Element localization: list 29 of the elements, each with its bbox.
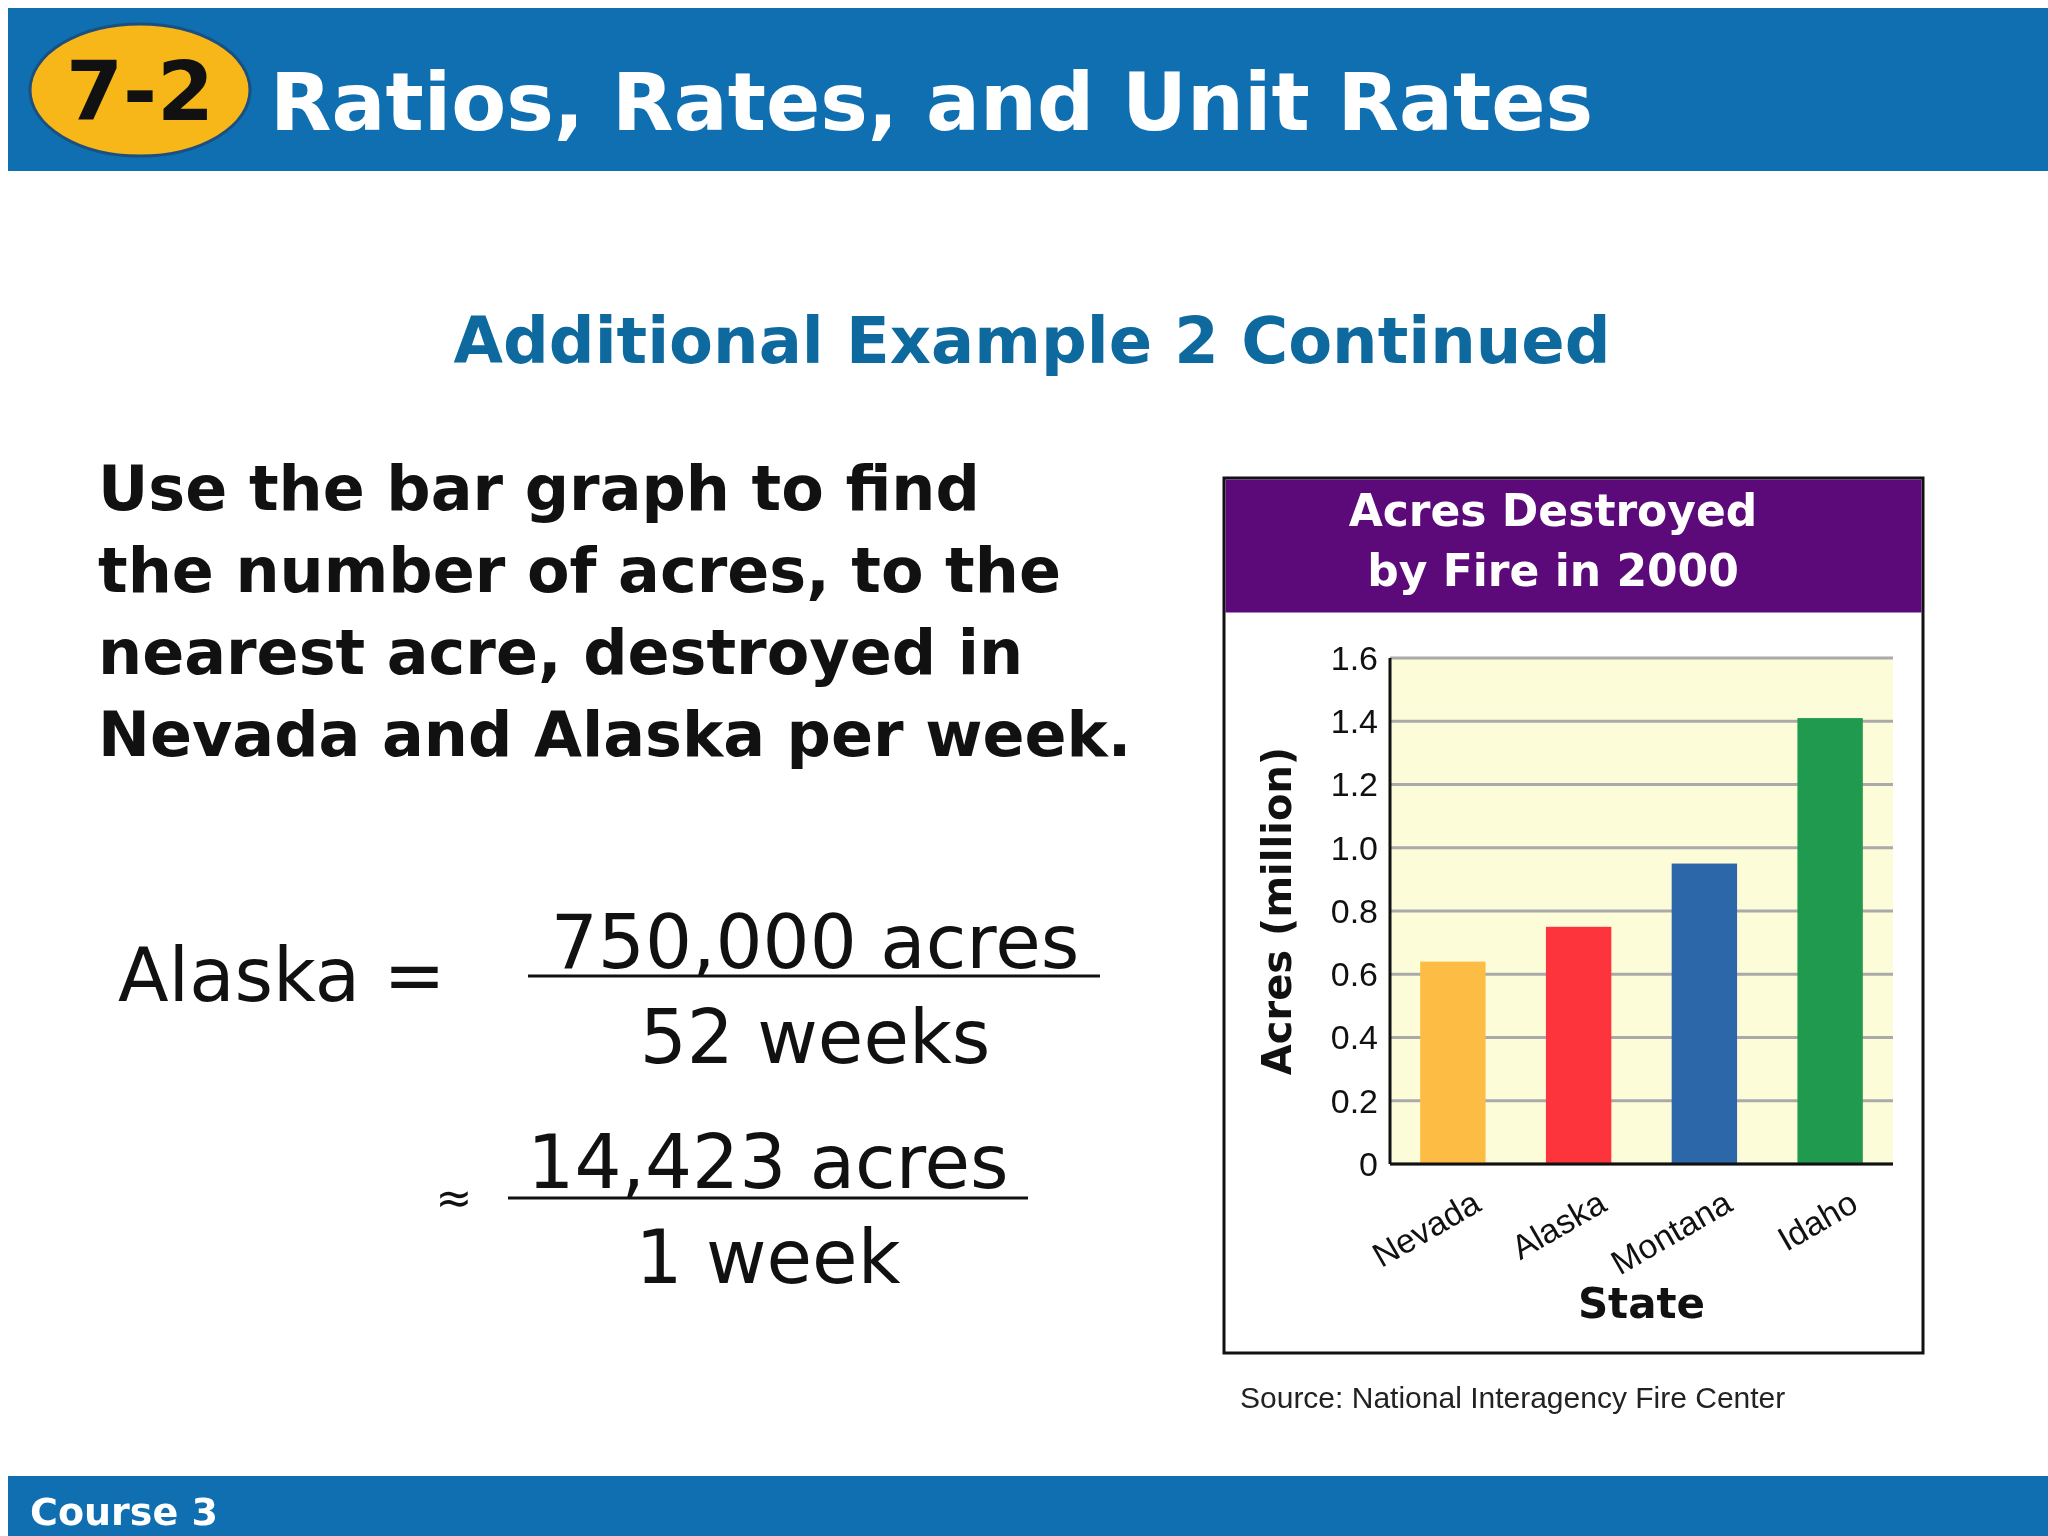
bar (1671, 863, 1738, 1164)
text: Alaska = (118, 932, 446, 1018)
y-tick-label: 0 (1359, 1144, 1378, 1183)
y-tick-label: 0.2 (1330, 1081, 1378, 1120)
source-note: Source: National Interagency Fire Center (1240, 1381, 1786, 1414)
y-tick-label: 1.4 (1330, 702, 1378, 741)
text: 14,423 acres (527, 1119, 1009, 1205)
text: Use the bar graph to find the number of acres, to the nearest acre, destroyed in Nevada and Alaska per week. (98, 452, 1132, 771)
text: Course 3 (30, 1490, 218, 1534)
y-tick-label: 0.6 (1330, 955, 1378, 994)
y-tick-label: 1.2 (1330, 765, 1378, 804)
text: ≈ (435, 1172, 473, 1223)
y-tick-label: 0.8 (1330, 891, 1378, 930)
text: 52 weeks (639, 994, 991, 1080)
x-tick-label: Idaho (1770, 1182, 1864, 1259)
text: Additional Example 2 Continued (453, 304, 1611, 378)
text: 750,000 acres (550, 899, 1080, 985)
text: 1 week (635, 1214, 901, 1300)
bar (1797, 718, 1863, 1164)
y-tick-label: 1.6 (1330, 638, 1378, 677)
y-tick-label: 0.4 (1330, 1018, 1378, 1057)
bar (1545, 926, 1612, 1164)
x-axis-title: State (1577, 1279, 1706, 1328)
bar (1420, 961, 1486, 1164)
y-tick-label: 1.0 (1330, 828, 1378, 867)
chart-title: Acres Destroyed by Fire in 2000 (1348, 485, 1758, 596)
text: 7-2 (65, 44, 215, 139)
text: Ratios, Rates, and Unit Rates (270, 56, 1594, 149)
y-axis-title: Acres (million) (1254, 746, 1300, 1076)
